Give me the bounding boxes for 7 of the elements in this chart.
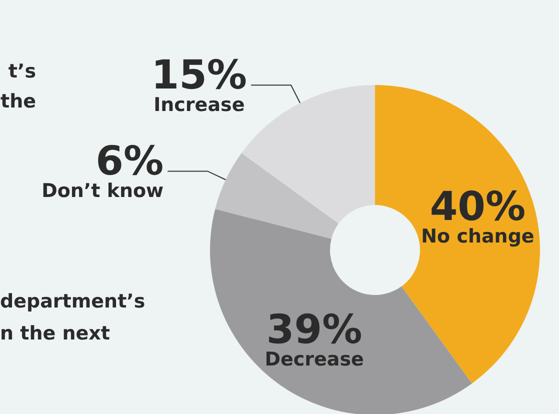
slice-label: Increase: [154, 94, 245, 116]
text: department’s: [0, 290, 146, 312]
text: t’s: [8, 60, 36, 82]
slice-label: No change: [421, 226, 534, 248]
text: the: [0, 90, 36, 112]
slice-label: Don’t know: [42, 180, 164, 202]
text: n the next: [0, 322, 110, 344]
